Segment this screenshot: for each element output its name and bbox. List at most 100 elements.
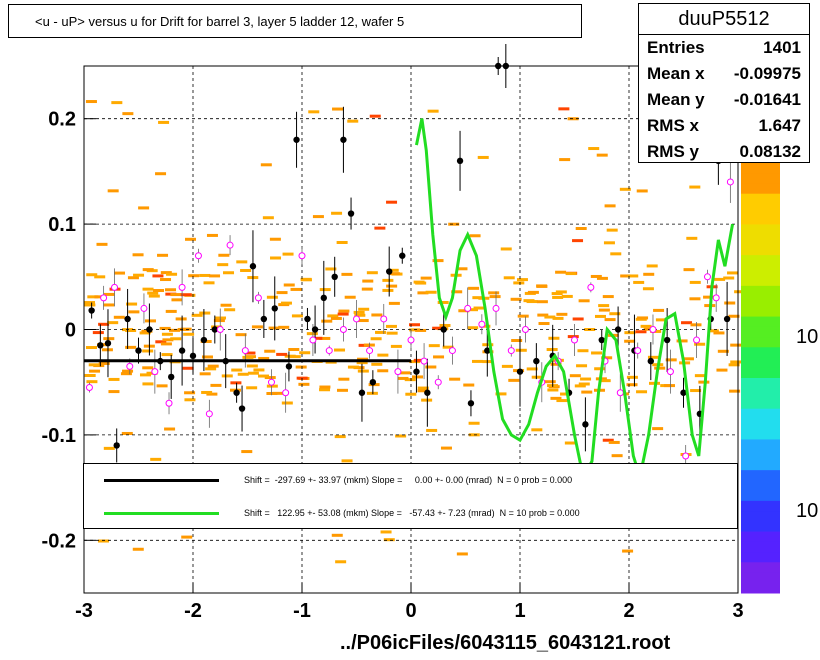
histogram-cell (717, 349, 729, 353)
legend-text: Shift = -297.69 +- 33.97 (mkm) Slope = 0… (244, 475, 573, 485)
black-point (320, 294, 327, 302)
histogram-cell (288, 348, 300, 352)
histogram-cell (728, 363, 740, 367)
histogram-cell (371, 362, 383, 366)
histogram-cell (495, 392, 507, 396)
histogram-cell (730, 343, 742, 347)
histogram-cell (184, 391, 196, 395)
black-point (663, 336, 671, 344)
histogram-cell (620, 274, 632, 278)
open-point (682, 452, 690, 460)
histogram-cell (298, 382, 310, 386)
open-point (634, 347, 642, 355)
palette-cell (741, 459, 780, 471)
histogram-cell (185, 237, 197, 241)
histogram-cell (734, 290, 746, 294)
histogram-cell (468, 421, 480, 425)
histogram-cell (217, 263, 229, 267)
black-point (233, 389, 240, 396)
histogram-cell (341, 459, 353, 463)
black-point (304, 315, 311, 323)
histogram-cell (689, 280, 701, 284)
footer-label: ../P06icFiles/6043115_6043121.root (340, 632, 671, 654)
black-point (484, 347, 491, 354)
histogram-cell (609, 312, 621, 316)
histogram-cell (246, 364, 258, 368)
histogram-cell (103, 292, 115, 296)
histogram-cell (627, 274, 639, 278)
histogram-cell (246, 386, 258, 390)
x-tick-label: -3 (75, 600, 93, 622)
histogram-cell (689, 297, 701, 301)
histogram-cell (266, 384, 278, 388)
histogram-cell (386, 331, 398, 335)
histogram-cell (139, 331, 151, 335)
histogram-cell (643, 272, 655, 276)
open-point (478, 320, 486, 328)
histogram-cell (114, 271, 126, 275)
histogram-cell (236, 260, 248, 264)
histogram-cell (344, 295, 356, 299)
legend-entry: Shift = 122.95 +- 53.08 (mkm) Slope = -5… (104, 505, 580, 521)
error-bars (89, 44, 731, 467)
palette-cell (741, 439, 780, 451)
histogram-cell (729, 389, 741, 393)
stats-row: Mean y -0.01641 (639, 87, 809, 113)
histogram-cell (538, 322, 550, 326)
open-point (85, 383, 93, 391)
black-point (135, 347, 142, 354)
histogram-cell (550, 396, 562, 400)
black-point (97, 342, 104, 349)
histogram-cell (247, 371, 259, 375)
histogram-cell (477, 155, 489, 159)
histogram-cell (171, 298, 183, 302)
histogram-cell (463, 383, 475, 387)
histogram-cell (199, 311, 211, 315)
histogram-cell (160, 278, 172, 282)
histogram-cell (312, 215, 324, 219)
histogram-cell (556, 312, 568, 316)
palette-cell (741, 163, 780, 174)
histogram-cell (377, 353, 389, 357)
histogram-cell (636, 189, 648, 193)
histogram-cell (635, 330, 647, 334)
open-point (693, 336, 701, 344)
histogram-cell (544, 380, 556, 384)
histogram-cell (451, 290, 463, 294)
histogram-cell (311, 336, 323, 340)
histogram-cell (575, 227, 587, 231)
open-point (666, 368, 674, 376)
palette-cell (741, 255, 780, 266)
palette-cell (741, 408, 780, 420)
open-point (448, 347, 456, 355)
histogram-cell (98, 361, 110, 365)
histogram-cell (175, 317, 187, 321)
histogram-cell (386, 200, 398, 204)
palette-cell (741, 398, 780, 410)
histogram-cell (283, 283, 295, 287)
histogram-cell (269, 237, 281, 241)
open-point (712, 294, 720, 302)
histogram-cell (159, 326, 171, 330)
histogram-cell (610, 252, 622, 256)
histogram-cell (230, 381, 242, 385)
histogram-cell (85, 100, 97, 104)
black-point (178, 347, 186, 354)
palette-cell (741, 511, 780, 522)
histogram-cell (357, 357, 369, 361)
histogram-cell (442, 345, 454, 349)
histogram-cell (107, 189, 119, 193)
histogram-cell (331, 211, 343, 215)
histogram-cell (466, 308, 478, 312)
black-point (113, 442, 120, 449)
histogram-cell (266, 295, 278, 299)
histogram-cell (371, 313, 383, 317)
open-point (267, 378, 275, 386)
histogram-cell (602, 295, 614, 299)
histogram-cell (161, 353, 173, 357)
palette-cell (741, 582, 780, 594)
histogram-cell (547, 388, 559, 392)
histogram-cell (619, 187, 631, 191)
histogram-cell (290, 287, 302, 291)
histogram-cell (404, 378, 416, 382)
